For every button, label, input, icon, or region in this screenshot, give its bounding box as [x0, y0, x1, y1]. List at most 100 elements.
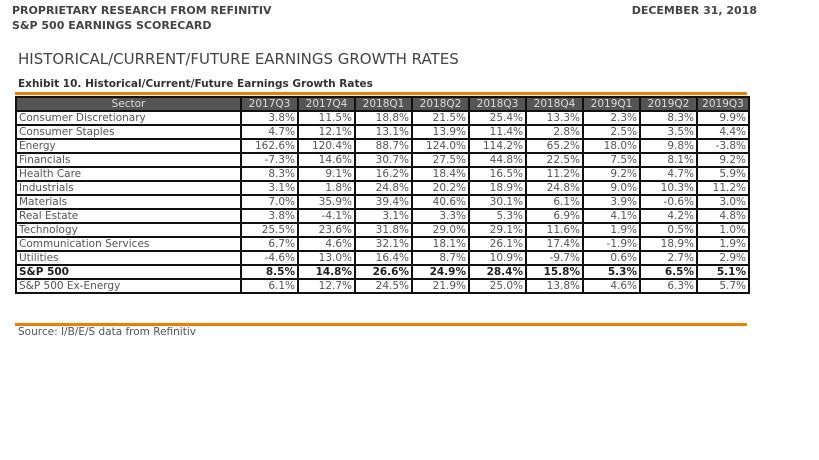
growth-cell: 35.9% [297, 194, 356, 210]
sector-cell: Energy [15, 138, 242, 154]
table-row: Health Care 8.3% 9.1% 16.2% 18.4% 16.5% 11.2% 9… [15, 166, 750, 182]
growth-cell: 11.2% [525, 166, 584, 182]
sector-cell: Consumer Staples [15, 124, 242, 140]
growth-cell: 11.5% [297, 110, 356, 126]
sector-cell: Materials [15, 194, 242, 210]
growth-cell: 4.7% [639, 166, 698, 182]
growth-cell: 17.4% [525, 236, 584, 252]
growth-cell: 15.8% [525, 264, 584, 280]
growth-cell: -4.1% [297, 208, 356, 224]
growth-cell: 5.7% [696, 278, 750, 294]
growth-cell: 11.2% [696, 180, 750, 196]
growth-cell: 7.5% [582, 152, 641, 168]
growth-cell: 2.5% [582, 124, 641, 140]
table-row: Financials -7.3% 14.6% 30.7% 27.5% 44.8% 22.5%… [15, 152, 750, 168]
growth-cell: 30.1% [468, 194, 527, 210]
growth-cell: 14.8% [297, 264, 356, 280]
column-header: 2018Q4 [525, 96, 584, 112]
growth-cell: 3.0% [696, 194, 750, 210]
growth-cell: 18.4% [411, 166, 470, 182]
growth-cell: 16.5% [468, 166, 527, 182]
report-name: S&P 500 EARNINGS SCORECARD [12, 19, 212, 32]
growth-cell: 88.7% [354, 138, 413, 154]
growth-cell: 2.8% [525, 124, 584, 140]
growth-cell: 4.6% [582, 278, 641, 294]
growth-cell: 4.4% [696, 124, 750, 140]
growth-cell: 44.8% [468, 152, 527, 168]
growth-cell: 24.5% [354, 278, 413, 294]
growth-cell: 40.6% [411, 194, 470, 210]
growth-cell: 8.3% [639, 110, 698, 126]
growth-cell: 1.0% [696, 222, 750, 238]
sector-cell: Utilities [15, 250, 242, 266]
sector-cell: Health Care [15, 166, 242, 182]
growth-cell: 9.0% [582, 180, 641, 196]
growth-cell: 24.9% [411, 264, 470, 280]
column-header: Sector [15, 96, 242, 112]
growth-cell: 4.2% [639, 208, 698, 224]
growth-cell: 18.0% [582, 138, 641, 154]
report-date: DECEMBER 31, 2018 [631, 4, 757, 17]
growth-cell: 31.8% [354, 222, 413, 238]
growth-cell: -4.6% [240, 250, 299, 266]
table-row: Industrials 3.1% 1.8% 24.8% 20.2% 18.9% 24.8% 9… [15, 180, 750, 196]
growth-cell: 114.2% [468, 138, 527, 154]
page-title: HISTORICAL/CURRENT/FUTURE EARNINGS GROWT… [18, 50, 459, 68]
growth-cell: 30.7% [354, 152, 413, 168]
growth-cell: 9.2% [696, 152, 750, 168]
growth-cell: 14.6% [297, 152, 356, 168]
table-row: Real Estate 3.8% -4.1% 3.1% 3.3% 5.3% 6.9% 4.1%… [15, 208, 750, 224]
table-row: Technology 25.5% 23.6% 31.8% 29.0% 29.1% 11.6%… [15, 222, 750, 238]
growth-cell: -1.9% [582, 236, 641, 252]
table-row: S&P 500 8.5% 14.8% 26.6% 24.9% 28.4% 15.8% 5.3%… [15, 264, 750, 280]
growth-cell: -3.8% [696, 138, 750, 154]
growth-cell: 13.3% [525, 110, 584, 126]
growth-cell: 9.2% [582, 166, 641, 182]
growth-cell: 4.7% [240, 124, 299, 140]
growth-cell: 9.1% [297, 166, 356, 182]
table-row: Communication Services 6.7% 4.6% 32.1% 18.1%… [15, 236, 750, 252]
growth-cell: 0.6% [582, 250, 641, 266]
growth-cell: 5.3% [582, 264, 641, 280]
sector-cell: S&P 500 [15, 264, 242, 280]
growth-cell: 8.7% [411, 250, 470, 266]
column-header: 2018Q3 [468, 96, 527, 112]
table-row: S&P 500 Ex-Energy 6.1% 12.7% 24.5% 21.9% 25.0… [15, 278, 750, 294]
column-header: 2019Q3 [696, 96, 750, 112]
sector-cell: Communication Services [15, 236, 242, 252]
top-divider [15, 92, 747, 95]
exhibit-caption: Exhibit 10. Historical/Current/Future Ea… [18, 78, 373, 90]
growth-cell: 29.1% [468, 222, 527, 238]
growth-cell: 18.9% [639, 236, 698, 252]
growth-cell: 7.0% [240, 194, 299, 210]
growth-cell: 4.6% [297, 236, 356, 252]
growth-cell: 2.9% [696, 250, 750, 266]
growth-cell: 10.9% [468, 250, 527, 266]
growth-cell: 6.5% [639, 264, 698, 280]
growth-cell: 8.5% [240, 264, 299, 280]
growth-cell: 162.6% [240, 138, 299, 154]
growth-cell: 13.9% [411, 124, 470, 140]
earnings-growth-table: Sector 2017Q3 2017Q4 2018Q1 2018Q2 2018Q3 2018… [15, 96, 750, 294]
growth-cell: 39.4% [354, 194, 413, 210]
growth-cell: 12.7% [297, 278, 356, 294]
growth-cell: 5.1% [696, 264, 750, 280]
growth-cell: 32.1% [354, 236, 413, 252]
column-header: 2019Q1 [582, 96, 641, 112]
growth-cell: 1.8% [297, 180, 356, 196]
column-header: 2017Q4 [297, 96, 356, 112]
growth-cell: 6.3% [639, 278, 698, 294]
growth-cell: 25.4% [468, 110, 527, 126]
growth-cell: 2.7% [639, 250, 698, 266]
growth-cell: 3.5% [639, 124, 698, 140]
growth-cell: 5.3% [468, 208, 527, 224]
growth-cell: 2.3% [582, 110, 641, 126]
growth-cell: 28.4% [468, 264, 527, 280]
growth-cell: 4.1% [582, 208, 641, 224]
growth-cell: 11.4% [468, 124, 527, 140]
table-row: Consumer Discretionary 3.8% 11.5% 18.8% 21.5… [15, 110, 750, 126]
table-row: Energy 162.6% 120.4% 88.7% 124.0% 114.2% 65.2%… [15, 138, 750, 154]
growth-cell: -7.3% [240, 152, 299, 168]
growth-cell: 13.0% [297, 250, 356, 266]
growth-cell: 20.2% [411, 180, 470, 196]
